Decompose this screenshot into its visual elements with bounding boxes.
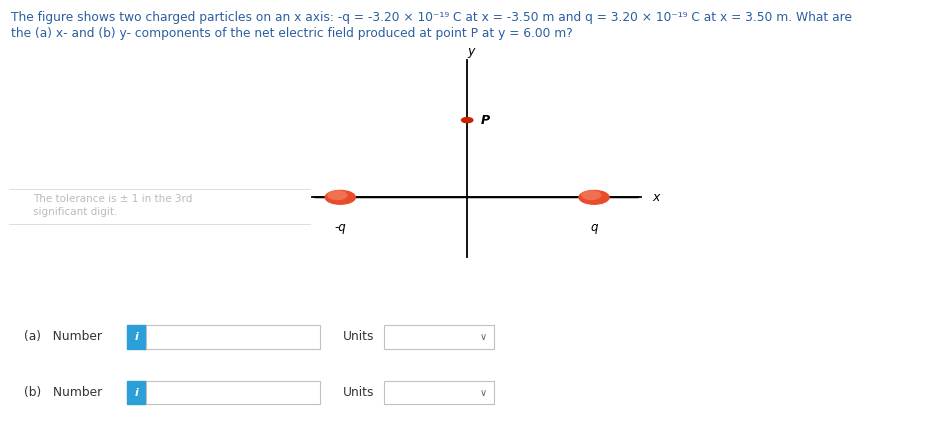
Bar	[146, 381, 320, 404]
Bar	[127, 325, 146, 348]
Text: x: x	[652, 191, 660, 204]
Text: i: i	[134, 387, 138, 398]
Circle shape	[462, 118, 473, 123]
Text: i: i	[134, 332, 138, 342]
Text: significant digit.: significant digit.	[33, 207, 118, 218]
Text: Units: Units	[343, 386, 375, 399]
Text: q: q	[590, 221, 598, 234]
Text: (b)   Number: (b) Number	[24, 386, 102, 399]
Text: -q: -q	[335, 221, 346, 234]
Text: The tolerance is ± 1 in the 3rd: The tolerance is ± 1 in the 3rd	[33, 194, 193, 205]
Text: ∨: ∨	[479, 387, 487, 398]
Circle shape	[325, 190, 355, 204]
Text: Units: Units	[343, 330, 375, 343]
Circle shape	[328, 191, 347, 199]
Bar	[146, 325, 320, 348]
Text: The figure shows two charged particles on an x axis: -q = -3.20 × 10⁻¹⁹ C at x =: The figure shows two charged particles o…	[11, 11, 853, 24]
Bar	[384, 381, 494, 404]
Text: y: y	[467, 45, 475, 58]
Text: ∨: ∨	[479, 332, 487, 342]
Text: the (a) x- and (b) y- components of the net electric field produced at point P a: the (a) x- and (b) y- components of the …	[11, 27, 573, 39]
Bar	[127, 381, 146, 404]
Circle shape	[579, 190, 609, 204]
Bar	[384, 325, 494, 348]
Circle shape	[582, 191, 601, 199]
Text: (a)   Number: (a) Number	[24, 330, 102, 343]
Text: P: P	[480, 114, 490, 127]
